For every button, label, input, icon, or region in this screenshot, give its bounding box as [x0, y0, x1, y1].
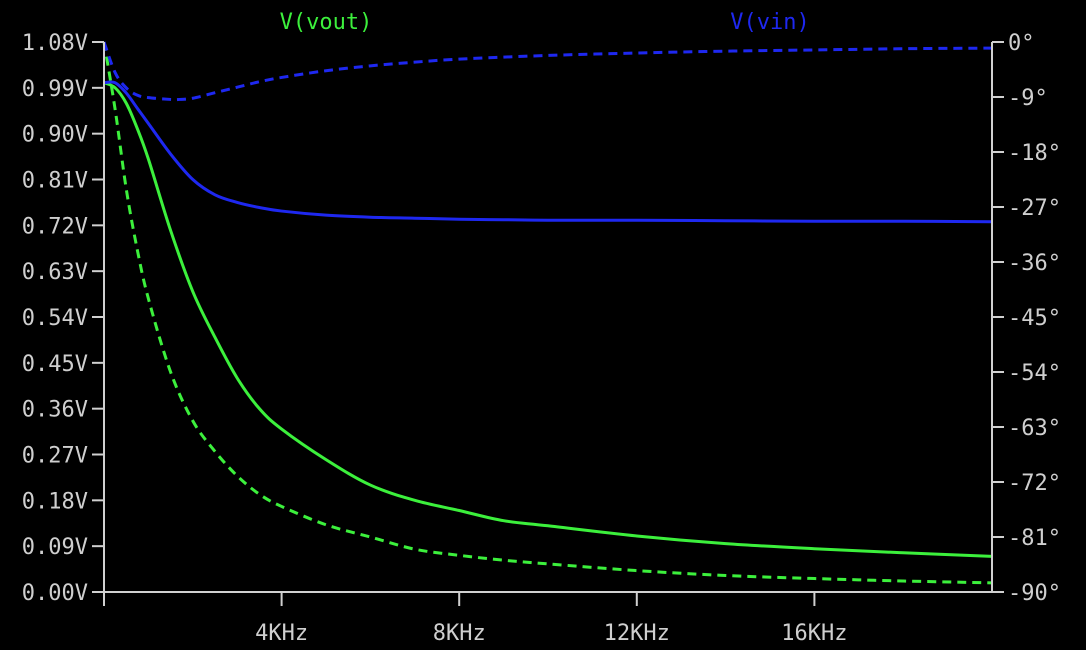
v-vout-magnitude-line [103, 81, 993, 558]
y-right-tick-label: -45° [1008, 306, 1061, 331]
legend-entry: V(vin) [730, 10, 809, 35]
series-layer [102, 41, 993, 585]
y-right-tick-label: -27° [1008, 196, 1061, 221]
v-vout-phase-line [102, 41, 993, 585]
y-left-tick-label: 0.90V [22, 123, 88, 148]
y-left-tick-label: 0.81V [22, 169, 88, 194]
legend: V(vout) V(vin) [280, 10, 810, 35]
v-vin-magnitude-line [103, 80, 993, 224]
y-left-tick-label: 0.36V [22, 398, 88, 423]
y-right-tick-label: 0° [1008, 31, 1035, 56]
y-right-tick-label: -9° [1008, 86, 1048, 111]
y-left-tick-label: 0.99V [22, 77, 88, 102]
y-left-tick-label: 0.45V [22, 352, 88, 377]
x-tick-label: 12KHz [604, 621, 670, 646]
y-left-tick-label: 0.18V [22, 489, 88, 514]
y-right-tick-label: -90° [1008, 581, 1061, 606]
y-right-tick-label: -18° [1008, 141, 1061, 166]
y-right-tick-label: -54° [1008, 361, 1061, 386]
y-right-tick-label: -81° [1008, 526, 1061, 551]
y-left-tick-label: 0.54V [22, 306, 88, 331]
y-right-tick-label: -36° [1008, 251, 1061, 276]
y-right-tick-label: -63° [1008, 416, 1061, 441]
x-tick-label: 4KHz [255, 621, 308, 646]
y-left-tick-label: 0.00V [22, 581, 88, 606]
v-vin-phase-line [102, 41, 993, 102]
y-left-tick-label: 1.08V [22, 31, 88, 56]
y-right-tick-label: -72° [1008, 471, 1061, 496]
legend-entry: V(vout) [280, 10, 373, 35]
x-tick-label: 16KHz [781, 621, 847, 646]
y-left-tick-label: 0.72V [22, 214, 88, 239]
y-left-tick-label: 0.09V [22, 535, 88, 560]
axis-layer: 1.08V 0.99V 0.90V 0.81V 0.72V 0.63V 0.54V 0.45V… [22, 31, 1061, 646]
y-left-tick-label: 0.27V [22, 444, 88, 469]
x-tick-label: 8KHz [433, 621, 486, 646]
y-left-tick-label: 0.63V [22, 260, 88, 285]
